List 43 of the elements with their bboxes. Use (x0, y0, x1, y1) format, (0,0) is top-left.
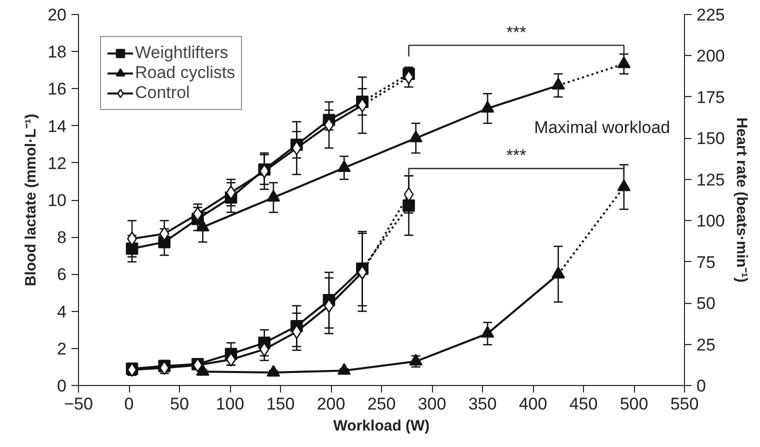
x-tick-label: 350 (468, 394, 497, 414)
annotation: *** (506, 146, 527, 165)
annotation: Maximal workload (534, 118, 670, 138)
x-tick-label: 150 (266, 394, 295, 414)
x-tick-label: 50 (170, 394, 189, 414)
y2-tick-label: 75 (696, 252, 716, 272)
y-tick-label: 8 (57, 228, 67, 248)
y2-tick-label: 225 (696, 6, 725, 24)
y-axis-title: Blood lactate (mmol·L⁻¹) (22, 114, 40, 286)
y-tick-label: 4 (57, 302, 67, 322)
x-tick-label: 400 (518, 394, 548, 414)
x-axis-title: Workload (W) (333, 418, 430, 434)
x-tick-label: 450 (569, 394, 598, 414)
y2-axis-title: Heart rate (beats·min⁻¹) (732, 117, 750, 283)
x-tick-label: 250 (367, 394, 396, 414)
y2-tick-label: 175 (696, 88, 725, 107)
x-tick-label: 0 (124, 394, 134, 414)
y-tick-label: 0 (57, 376, 67, 396)
y2-tick-label: 100 (696, 212, 725, 231)
x-tick-label: 300 (418, 394, 446, 414)
legend-label: Road cyclists (135, 63, 236, 83)
x-tick-label: 200 (316, 394, 346, 414)
y-tick-label: 14 (48, 116, 67, 136)
y-tick-label: 10 (48, 191, 67, 210)
y-tick-label: 6 (57, 265, 67, 284)
legend-label: Control (135, 83, 190, 103)
y2-tick-label: 0 (696, 376, 706, 396)
y2-tick-label: 125 (696, 170, 725, 190)
x-tick-label: 500 (620, 394, 648, 414)
x-tick-label: −50 (64, 394, 93, 414)
y2-tick-label: 150 (696, 129, 725, 148)
y-tick-label: 2 (57, 339, 67, 358)
y2-tick-label: 25 (696, 335, 716, 354)
x-tick-label: 100 (216, 394, 244, 414)
y-tick-label: 16 (48, 80, 67, 99)
y2-tick-label: 50 (696, 294, 716, 314)
y2-tick-label: 200 (696, 46, 725, 66)
x-tick-label: 550 (670, 394, 699, 414)
y-tick-label: 20 (48, 6, 67, 24)
y-tick-label: 12 (48, 154, 67, 173)
legend-label: Weightlifters (135, 43, 228, 63)
annotation: *** (506, 22, 527, 42)
y-tick-label: 18 (48, 42, 67, 62)
